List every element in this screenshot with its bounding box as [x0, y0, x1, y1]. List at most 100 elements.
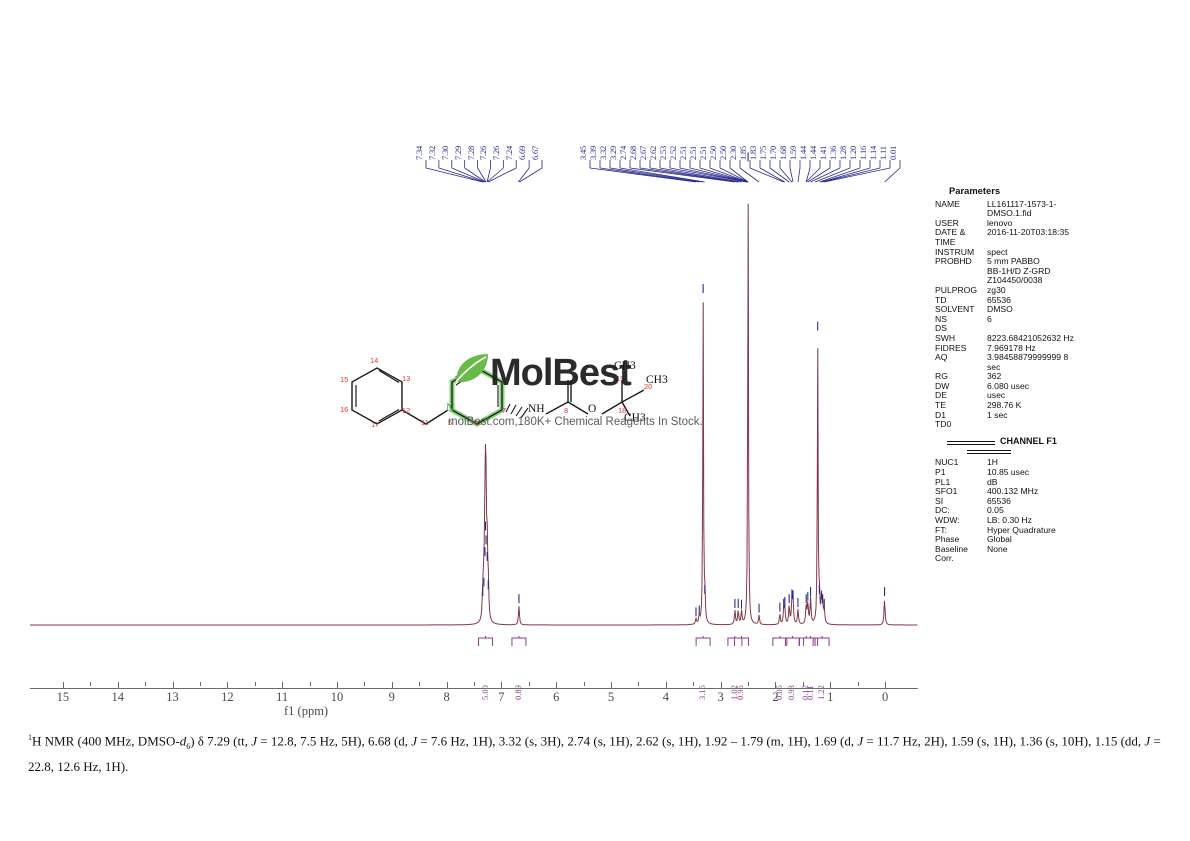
atom-label-nh: NH: [528, 403, 545, 415]
atom-number-14: 14: [370, 356, 379, 365]
parameter-row: DC: 0.05: [935, 506, 1115, 516]
peak-label: 1.44: [798, 145, 808, 160]
caption-text-b: ) δ 7.29 (tt,: [190, 733, 252, 749]
axis-tick: [117, 682, 119, 689]
atom-number-5: 5: [448, 418, 453, 427]
axis-tick: [446, 682, 448, 689]
parameter-key: TE: [935, 400, 946, 411]
parameter-key: PROBHD: [935, 256, 972, 267]
peak-label: 2.51: [678, 145, 688, 160]
axis-tick: [501, 682, 503, 689]
parameter-key: D1: [935, 409, 946, 420]
peak-label-leaders: [589, 160, 901, 183]
parameter-row: DE usec: [935, 391, 1115, 401]
peak-label: 2.51: [688, 145, 698, 160]
parameter-key: DW: [935, 380, 950, 391]
parameter-value: 5 mm PABBO: [987, 256, 1040, 267]
peak-label: 3.45: [578, 145, 588, 160]
parameter-key: NAME: [935, 198, 960, 209]
parameter-key: DATE &: [935, 227, 966, 238]
atom-number-16: 16: [340, 405, 349, 414]
parameter-value: Hyper Quadrature: [987, 524, 1056, 535]
spectrum-caption: 1H NMR (400 MHz, DMSO-d6) δ 7.29 (tt, J …: [28, 728, 1163, 777]
peak-label: 1.36: [828, 145, 838, 160]
peak-label: 2.62: [648, 145, 658, 160]
parameter-key: DC:: [935, 505, 950, 516]
parameter-row: INSTRUM spect: [935, 247, 1115, 258]
parameter-value: 8223.68421052632 Hz: [987, 332, 1074, 343]
parameter-key: USER: [935, 217, 959, 228]
peak-label: 3.32: [598, 145, 608, 160]
parameter-key: PL1: [935, 476, 951, 487]
axis-tick-label: 1: [827, 690, 834, 704]
axis-minor-tick: [802, 682, 804, 686]
parameter-row: NUC1 1H: [935, 458, 1115, 468]
leaf-icon: [455, 354, 488, 383]
parameter-value: LB: 0.30 Hz: [987, 515, 1032, 525]
peak-label: 1.41: [818, 145, 828, 160]
atom-number-12: 12: [402, 406, 411, 415]
parameter-key: FIDRES: [935, 342, 967, 353]
parameter-value-continued: Z104450/0038: [987, 275, 1043, 286]
peak-label: 1.16: [858, 145, 868, 160]
atom-number-6: 6: [474, 418, 479, 427]
channel-divider-top: CHANNEL F1: [935, 436, 1115, 447]
peak-label: 3.39: [588, 145, 598, 160]
parameter-key: DE: [935, 390, 947, 401]
caption-line2-a: 11.7 Hz, 2H), 1.59 (s, 1H), 1.36 (s, 10H…: [876, 733, 1145, 749]
peak-label: 2.53: [658, 145, 668, 160]
atom-number-11: 11: [421, 418, 429, 427]
parameter-key: Corr.: [935, 553, 954, 564]
axis-tick-label: 7: [498, 690, 505, 704]
axis-minor-tick: [748, 682, 750, 686]
axis-tick: [775, 682, 777, 689]
parameter-value: [987, 554, 1115, 564]
parameter-value: usec: [987, 390, 1006, 401]
parameter-row: DATE & 2016-11-20T03:18:35: [935, 228, 1115, 238]
parameter-row: NAME LL161117-1573-1-: [935, 198, 1115, 210]
parameter-row: SFO1 400.132 MHz: [935, 487, 1115, 497]
peak-label: 1.59: [788, 145, 798, 160]
atom-number-15: 15: [340, 375, 349, 384]
atom-label-o-ester: O: [588, 403, 597, 415]
axis-minor-tick: [528, 682, 530, 686]
parameter-key: FT:: [935, 524, 947, 535]
parameter-value: 400.132 MHz: [987, 486, 1039, 497]
peak-label: 2.50: [718, 145, 728, 160]
axis-minor-tick: [309, 682, 311, 686]
parameter-row: P1 10.85 usec: [935, 467, 1115, 478]
peak-label: 2.52: [668, 145, 678, 160]
parameter-row: AQ 3.98458879999999 8: [935, 352, 1115, 363]
atom-label-ch3-b: CH3: [646, 374, 668, 386]
parameter-row: TD0: [935, 420, 1115, 430]
peak-label: 1.44: [808, 145, 818, 160]
parameter-row: NS 6: [935, 314, 1115, 325]
parameter-row: FT: Hyper Quadrature: [935, 524, 1115, 536]
parameter-row: D1 1 sec: [935, 409, 1115, 421]
caption-j4: J: [1144, 733, 1151, 749]
axis-tick-label: 14: [111, 690, 124, 704]
axis-tick: [227, 682, 229, 689]
parameter-value: 1 sec: [987, 409, 1008, 420]
axis-tick-label: 3: [717, 690, 724, 704]
parameter-row: Baseline None: [935, 544, 1115, 555]
axis-minor-tick: [857, 682, 859, 686]
peak-labels-aliphatic: 3.45 3.39 3.32 3.29 2.74 2.68 2.67 2.62 2.53 2.52…: [0, 112, 930, 183]
peak-label-leaders: [425, 160, 543, 183]
axis-tick: [336, 682, 338, 689]
spectrum-trace: [30, 152, 918, 626]
axis-tick: [62, 682, 64, 689]
parameter-key: TIME: [935, 236, 956, 247]
parameter-row: Phase Global: [935, 535, 1115, 545]
parameter-key: SI: [935, 495, 944, 506]
axis-tick: [556, 682, 558, 689]
parameter-value: 65536: [987, 294, 1011, 305]
axis-line: [30, 688, 918, 689]
peak-label: 1.14: [868, 145, 878, 160]
axis-tick: [172, 682, 174, 689]
parameter-value: 1H: [987, 457, 998, 468]
axis-tick: [282, 682, 284, 689]
peak-label: 1.28: [838, 145, 848, 160]
caption-text-d: = 7.6 Hz, 1H), 3.32 (s, 3H), 2.74 (s, 1H…: [417, 733, 858, 749]
